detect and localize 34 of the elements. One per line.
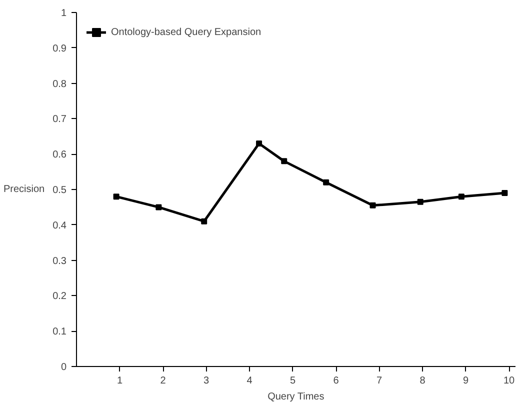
y-tick-label: 0.8 — [52, 78, 67, 90]
x-tick-label: 6 — [333, 376, 340, 386]
point — [458, 194, 464, 200]
legend-label: Ontology-based Query Expansion — [111, 26, 262, 38]
point — [417, 198, 424, 205]
point — [256, 140, 262, 146]
x-tick-label: 10 — [503, 376, 516, 386]
y-tick-label: 0.2 — [52, 291, 67, 302]
x-axis-title: Query Times — [268, 392, 324, 402]
y-tick-label: 0.1 — [52, 326, 67, 338]
y-tick-label: 1 — [60, 8, 67, 19]
x-tick-label: 8 — [420, 376, 426, 386]
point — [323, 179, 330, 186]
point — [281, 158, 288, 164]
y-tick-label: 0.7 — [52, 114, 67, 126]
y-tick-label: 0.5 — [52, 185, 67, 196]
y-axis-title: Precision — [3, 184, 45, 195]
y-tick-label: 0 — [60, 362, 67, 373]
point — [370, 202, 376, 208]
x-tick-label: 5 — [290, 376, 296, 386]
x-tick-label: 2 — [160, 376, 166, 386]
x-tick-label: 7 — [376, 376, 382, 386]
point — [113, 194, 120, 200]
y-tick-label: 0.9 — [52, 43, 67, 54]
x-tick-label: 9 — [462, 376, 469, 386]
x-tick-label: 1 — [116, 376, 123, 386]
x-tick-label: 3 — [203, 376, 210, 386]
point — [201, 218, 208, 224]
point — [502, 190, 508, 196]
y-tick-label: 0.3 — [52, 256, 67, 267]
y-tick-label: 0.6 — [52, 150, 67, 161]
y-tick-label: 0.4 — [52, 220, 67, 232]
x-tick-label: 4 — [246, 376, 253, 386]
point — [156, 204, 162, 210]
